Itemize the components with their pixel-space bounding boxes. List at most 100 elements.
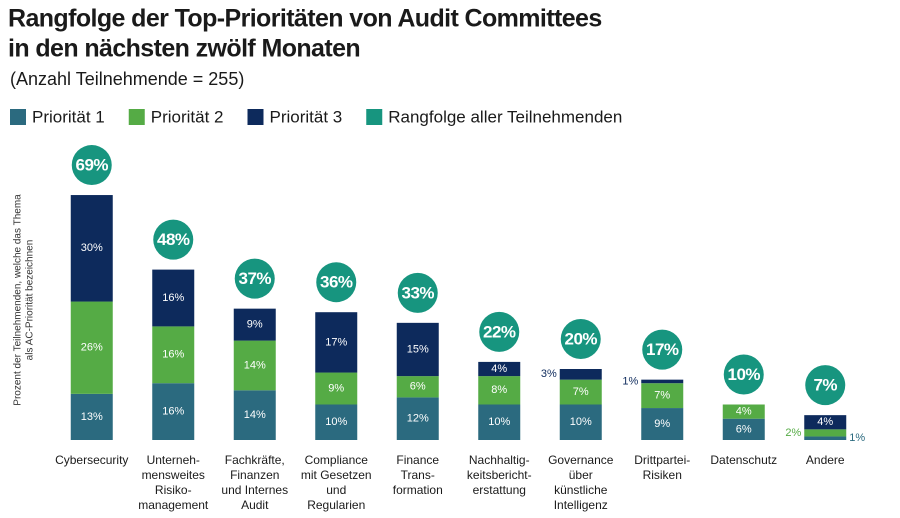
y-axis-label: Prozent der Teilnehmenden, welche das Th… xyxy=(13,194,24,406)
value-label: 2% xyxy=(785,427,801,439)
legend-swatch xyxy=(247,109,264,125)
total-marker xyxy=(642,329,683,370)
value-label: 17% xyxy=(325,336,347,348)
total-marker xyxy=(560,319,601,359)
x-tick-label: erstattung xyxy=(473,483,526,497)
total-marker xyxy=(71,145,112,186)
total-marker xyxy=(316,262,357,303)
bar-segment xyxy=(70,195,113,302)
value-label: 14% xyxy=(244,409,266,421)
bar-segment xyxy=(70,301,113,394)
bar-segment xyxy=(70,393,113,440)
total-label: 48% xyxy=(157,230,190,249)
value-label: 10% xyxy=(570,416,592,428)
value-label: 6% xyxy=(410,381,426,393)
total-marker xyxy=(234,258,275,299)
x-tick-label: Risiken xyxy=(643,468,682,482)
legend-label: Rangfolge aller Teilnehmenden xyxy=(388,107,622,126)
value-label: 14% xyxy=(244,359,266,371)
value-label: 16% xyxy=(162,349,184,361)
bar-segment xyxy=(478,376,521,405)
total-marker xyxy=(805,365,846,406)
bar-segment xyxy=(559,404,602,440)
legend-swatch xyxy=(10,109,26,125)
value-label: 7% xyxy=(573,386,589,398)
x-tick-label: Fachkräfte, xyxy=(225,453,285,467)
total-label: 33% xyxy=(401,283,434,302)
value-label: 1% xyxy=(849,432,865,444)
x-tick-label: Trans- xyxy=(401,468,435,482)
x-tick-label: Nachhaltig- xyxy=(469,453,530,467)
bar-segment xyxy=(722,404,765,419)
bar-segment xyxy=(315,372,358,405)
value-label: 4% xyxy=(736,406,752,418)
value-label: 9% xyxy=(328,382,344,394)
total-label: 22% xyxy=(483,322,516,341)
value-label: 3% xyxy=(541,368,557,380)
total-marker xyxy=(479,311,520,352)
x-tick-label: Compliance xyxy=(305,453,369,467)
bar-segment xyxy=(152,383,195,440)
x-tick-label: Andere xyxy=(806,453,845,467)
total-marker xyxy=(397,272,438,313)
bar-segment xyxy=(315,404,358,440)
chart-title: Rangfolge der Top-Prioritäten von Audit … xyxy=(8,5,602,33)
x-tick-label: keitsbericht- xyxy=(467,468,532,482)
x-tick-label: Cybersecurity xyxy=(55,453,128,467)
bar-segment xyxy=(396,397,439,440)
value-label: 10% xyxy=(488,416,510,428)
x-tick-label: Intelligenz xyxy=(554,498,608,512)
chart-title: in den nächsten zwölf Monaten xyxy=(8,35,360,63)
total-label: 69% xyxy=(75,156,108,175)
bar-segment xyxy=(804,436,847,440)
bar-segment xyxy=(233,340,276,391)
value-label: 16% xyxy=(162,292,184,304)
value-label: 12% xyxy=(407,413,429,425)
x-tick-label: und Internes xyxy=(221,483,288,497)
value-label: 16% xyxy=(162,406,184,418)
total-marker xyxy=(153,219,194,260)
legend-swatch xyxy=(128,109,145,125)
bar-segment xyxy=(315,312,358,373)
value-label: 10% xyxy=(325,416,347,428)
bar-segment xyxy=(152,269,195,327)
bar-segment xyxy=(233,308,276,341)
value-label: 6% xyxy=(736,423,752,435)
value-label: 15% xyxy=(407,343,429,355)
x-tick-label: Unterneh- xyxy=(147,453,200,467)
legend-label: Priorität 3 xyxy=(270,107,343,126)
x-tick-label: und xyxy=(326,483,346,497)
x-tick-label: künstliche xyxy=(554,483,608,497)
x-tick-label: Finance xyxy=(396,453,439,467)
bar-segment xyxy=(722,418,765,440)
bar-segment xyxy=(641,379,684,384)
value-label: 30% xyxy=(81,242,103,254)
bar-segment xyxy=(804,429,847,437)
bar-segment xyxy=(559,369,602,380)
value-label: 1% xyxy=(622,375,638,387)
legend-label: Priorität 1 xyxy=(32,107,105,126)
y-axis-label: als AC-Priorität bezeichnen xyxy=(25,240,36,361)
x-tick-label: Governance xyxy=(548,453,614,467)
bar-segment xyxy=(641,383,684,409)
x-tick-label: Risiko- xyxy=(155,483,192,497)
bar-segment xyxy=(804,415,847,430)
bar-segment xyxy=(559,379,602,405)
total-label: 36% xyxy=(320,273,353,292)
bar-segment xyxy=(641,408,684,440)
x-tick-label: Datenschutz xyxy=(710,453,777,467)
total-label: 17% xyxy=(646,340,679,359)
bar-segment xyxy=(152,326,195,384)
bar-segment xyxy=(478,361,521,377)
value-label: 26% xyxy=(81,342,103,354)
value-label: 9% xyxy=(247,319,263,331)
total-label: 20% xyxy=(564,329,597,348)
bar-segment xyxy=(233,390,276,440)
x-tick-label: Finanzen xyxy=(230,468,279,482)
total-label: 10% xyxy=(727,365,760,384)
total-label: 37% xyxy=(238,269,271,288)
legend-swatch xyxy=(366,109,383,125)
value-label: 7% xyxy=(654,390,670,402)
x-tick-label: über xyxy=(569,468,593,482)
